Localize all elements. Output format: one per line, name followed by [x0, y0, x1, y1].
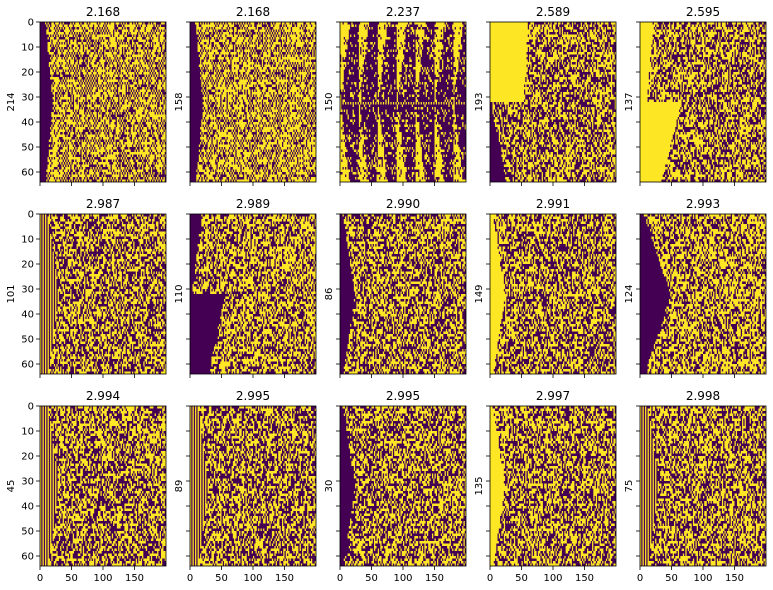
heatmap-cells: [490, 406, 616, 566]
x-tick-label: 150: [275, 573, 294, 584]
y-tick-label: 20: [21, 260, 34, 271]
y-tick-label: 30: [21, 285, 34, 296]
y-tick-label: 50: [21, 527, 34, 538]
x-tick-label: 100: [243, 573, 262, 584]
y-tick-label: 50: [21, 335, 34, 346]
heatmap-panel-5: 2.595 137: [624, 5, 766, 186]
panel-ylabel: 149: [474, 284, 485, 303]
panel-title: 2.993: [686, 197, 720, 211]
heatmap-panel-14: 2.997 135 0 50 100 150: [474, 389, 616, 584]
y-tick-label: 60: [21, 168, 34, 179]
panel-title: 2.595: [686, 5, 720, 19]
panel-ylabel: 124: [624, 284, 635, 303]
y-tick-label: 50: [21, 143, 34, 154]
panel-title: 2.237: [386, 5, 420, 19]
panel-title: 2.168: [236, 5, 270, 19]
panel-ylabel: 75: [624, 480, 635, 493]
y-tick-label: 10: [21, 427, 34, 438]
panel-title: 2.987: [86, 197, 120, 211]
y-tick-label: 40: [21, 310, 34, 321]
panel-ylabel: 150: [324, 92, 335, 111]
panel-title: 2.995: [236, 389, 270, 403]
panel-ylabel: 137: [624, 92, 635, 111]
x-tick-label: 0: [187, 573, 193, 584]
y-tick-label: 0: [28, 18, 34, 29]
y-tick-label: 10: [21, 235, 34, 246]
panel-title: 2.991: [536, 197, 570, 211]
y-tick-label: 20: [21, 68, 34, 79]
y-tick-label: 20: [21, 452, 34, 463]
heatmap-panel-13: 2.995 30 0 50 100 150: [324, 389, 466, 584]
heatmap-panel-2: 2.168 158: [174, 5, 316, 186]
panel-title: 2.998: [686, 389, 720, 403]
x-tick-label: 100: [693, 573, 712, 584]
x-tick-label: 150: [125, 573, 144, 584]
x-tick-label: 50: [65, 573, 78, 584]
y-tick-label: 0: [28, 210, 34, 221]
panel-title: 2.589: [536, 5, 570, 19]
x-tick-label: 50: [665, 573, 678, 584]
y-tick-label: 0: [28, 402, 34, 413]
panel-ylabel: 86: [324, 288, 335, 301]
heatmap-panel-8: 2.990 86: [324, 197, 466, 378]
x-tick-label: 150: [725, 573, 744, 584]
y-tick-label: 40: [21, 502, 34, 513]
y-tick-label: 60: [21, 552, 34, 563]
heatmap-panel-3: 2.237 150: [324, 5, 466, 186]
heatmap-panel-1: 2.168 214 0 10 20 30 40 50 60: [6, 5, 166, 186]
panel-ylabel: 45: [6, 480, 17, 493]
panel-title: 2.994: [86, 389, 120, 403]
y-tick-label: 10: [21, 43, 34, 54]
panel-title: 2.989: [236, 197, 270, 211]
x-tick-label: 50: [215, 573, 228, 584]
panel-ylabel: 158: [174, 92, 185, 111]
panel-ylabel: 193: [474, 92, 485, 111]
heatmap-panel-10: 2.993 124: [624, 197, 766, 378]
heatmap-panel-15: 2.998 75 0 50 100 150: [624, 389, 766, 584]
heatmap-panel-12: 2.995 89 0 50 100 150: [174, 389, 316, 584]
y-tick-label: 40: [21, 118, 34, 129]
y-tick-label: 30: [21, 477, 34, 488]
heatmap-panel-9: 2.991 149: [474, 197, 616, 378]
panel-ylabel: 101: [6, 284, 17, 303]
panel-title: 2.997: [536, 389, 570, 403]
panel-ylabel: 214: [6, 92, 17, 111]
x-tick-label: 0: [337, 573, 343, 584]
heatmap-panel-4: 2.589 193: [474, 5, 616, 186]
x-tick-label: 0: [37, 573, 43, 584]
x-tick-label: 0: [487, 573, 493, 584]
x-tick-label: 50: [365, 573, 378, 584]
y-tick-label: 60: [21, 360, 34, 371]
x-tick-label: 150: [425, 573, 444, 584]
panel-ylabel: 30: [324, 480, 335, 493]
x-tick-label: 100: [543, 573, 562, 584]
y-tick-label: 30: [21, 93, 34, 104]
x-tick-label: 150: [575, 573, 594, 584]
heatmap-panel-7: 2.989 110: [174, 197, 316, 378]
panel-ylabel: 110: [174, 284, 185, 303]
x-tick-label: 100: [93, 573, 112, 584]
x-tick-label: 0: [637, 573, 643, 584]
x-tick-label: 50: [515, 573, 528, 584]
panel-title: 2.990: [386, 197, 420, 211]
panel-ylabel: 89: [174, 480, 185, 493]
panel-title: 2.995: [386, 389, 420, 403]
panel-ylabel: 135: [474, 476, 485, 495]
x-tick-label: 100: [393, 573, 412, 584]
panel-title: 2.168: [86, 5, 120, 19]
